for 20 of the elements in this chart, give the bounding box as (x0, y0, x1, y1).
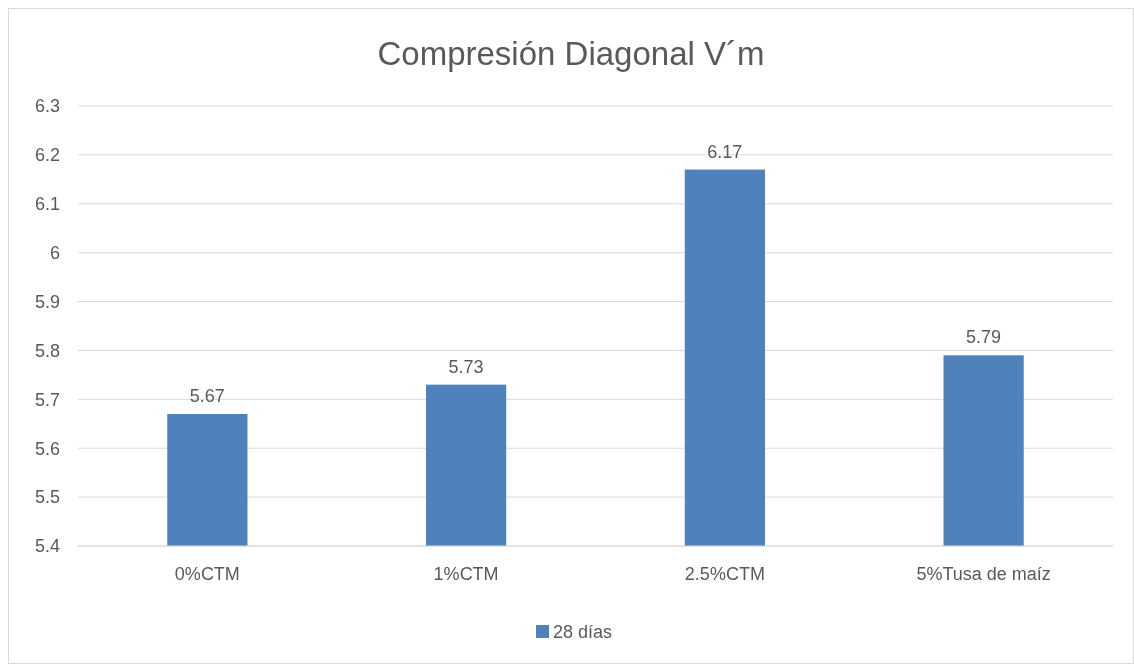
data-label: 5.73 (448, 356, 484, 377)
y-tick-label: 6 (49, 242, 60, 263)
x-tick-label: 1%CTM (433, 564, 499, 584)
data-label: 5.79 (966, 327, 1002, 348)
y-tick-label: 5.7 (34, 389, 60, 410)
y-tick-label: 5.6 (34, 438, 60, 459)
x-tick-label: 0%CTM (174, 564, 240, 584)
y-tick-label: 6.3 (34, 96, 60, 117)
x-tick-label: 5%Tusa de maíz (916, 564, 1051, 584)
y-tick-label: 6.1 (34, 194, 60, 215)
y-tick-label: 5.9 (34, 291, 60, 312)
x-tick-label: 2.5%CTM (684, 564, 765, 584)
y-tick-label: 5.4 (34, 536, 60, 557)
data-label: 5.67 (189, 386, 225, 406)
chart-title: Compresión Diagonal V´m (377, 35, 765, 72)
legend-label: 28 días (553, 622, 613, 643)
y-tick-label: 5.8 (34, 340, 60, 361)
y-tick-label: 6.2 (34, 145, 60, 166)
data-label: 6.17 (707, 141, 743, 162)
y-tick-label: 5.5 (34, 487, 60, 508)
